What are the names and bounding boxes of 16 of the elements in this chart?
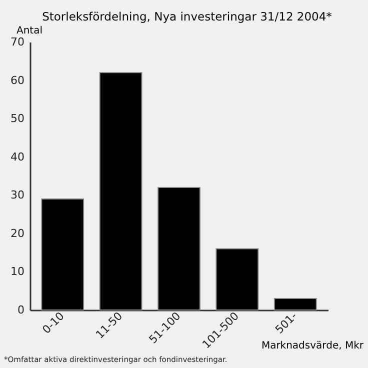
y-axis-title: Antal <box>16 26 43 36</box>
bar <box>41 198 84 310</box>
y-tick-label: 60 <box>10 74 24 87</box>
x-axis-title: Marknadsvärde, Mkr <box>261 340 364 352</box>
bar <box>158 186 200 310</box>
y-tick-label: 50 <box>10 112 24 126</box>
y-tick-label: 10 <box>10 265 24 278</box>
bar <box>274 298 317 310</box>
bar <box>216 248 259 310</box>
chart-title: Storleksfördelning, Nya investeringar 31/12 2004* <box>42 10 332 24</box>
y-tick-label: 40 <box>10 150 24 164</box>
y-tick-label: 30 <box>10 188 24 202</box>
y-tick-label: 20 <box>10 226 24 240</box>
bar <box>99 72 142 310</box>
y-tick-label: 0 <box>18 304 24 316</box>
y-tick-label: 70 <box>10 36 24 48</box>
